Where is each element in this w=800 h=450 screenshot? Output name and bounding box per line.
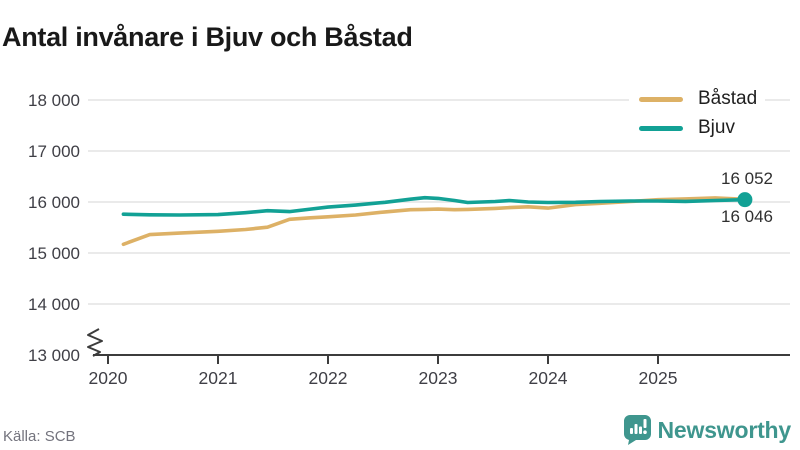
x-tick-label: 2021 <box>199 368 238 388</box>
y-tick-label: 13 000 <box>28 346 80 365</box>
source-caption: Källa: SCB <box>3 428 76 445</box>
axis-break-icon <box>87 328 103 357</box>
legend-item-bjuv: Bjuv <box>639 116 757 140</box>
newsworthy-chart-bubble-icon <box>623 415 651 445</box>
y-tick-label: 18 000 <box>28 91 80 110</box>
x-tick-label: 2023 <box>419 368 458 388</box>
x-tick-label: 2020 <box>89 368 128 388</box>
end-value-label-bastad: 16 052 <box>721 169 773 188</box>
y-tick-label: 17 000 <box>28 142 80 161</box>
y-tick-label: 16 000 <box>28 193 80 212</box>
series-end-dot-bjuv <box>737 192 753 208</box>
series-line-bjuv <box>121 195 747 217</box>
y-tick-label: 14 000 <box>28 295 80 314</box>
legend-label-bjuv: Bjuv <box>698 117 735 138</box>
legend-label-bastad: Båstad <box>698 88 758 109</box>
x-tick-label: 2025 <box>639 368 678 388</box>
bastad-line-swatch <box>639 96 683 102</box>
x-tick-label: 2024 <box>529 368 568 388</box>
newsworthy-logo[interactable]: Newsworthy <box>623 415 792 446</box>
legend-item-bastad: Båstad <box>639 87 757 111</box>
legend: Båstad Bjuv <box>629 85 766 142</box>
end-value-label-bjuv: 16 046 <box>721 207 773 226</box>
series-line-bstad <box>121 196 747 247</box>
x-tick-label: 2022 <box>309 368 348 388</box>
y-tick-label: 15 000 <box>28 244 80 263</box>
bjuv-line-swatch <box>639 125 683 131</box>
page-title: Antal invånare i Bjuv och Båstad <box>2 22 413 53</box>
newsworthy-wordmark: Newsworthy <box>657 417 792 443</box>
